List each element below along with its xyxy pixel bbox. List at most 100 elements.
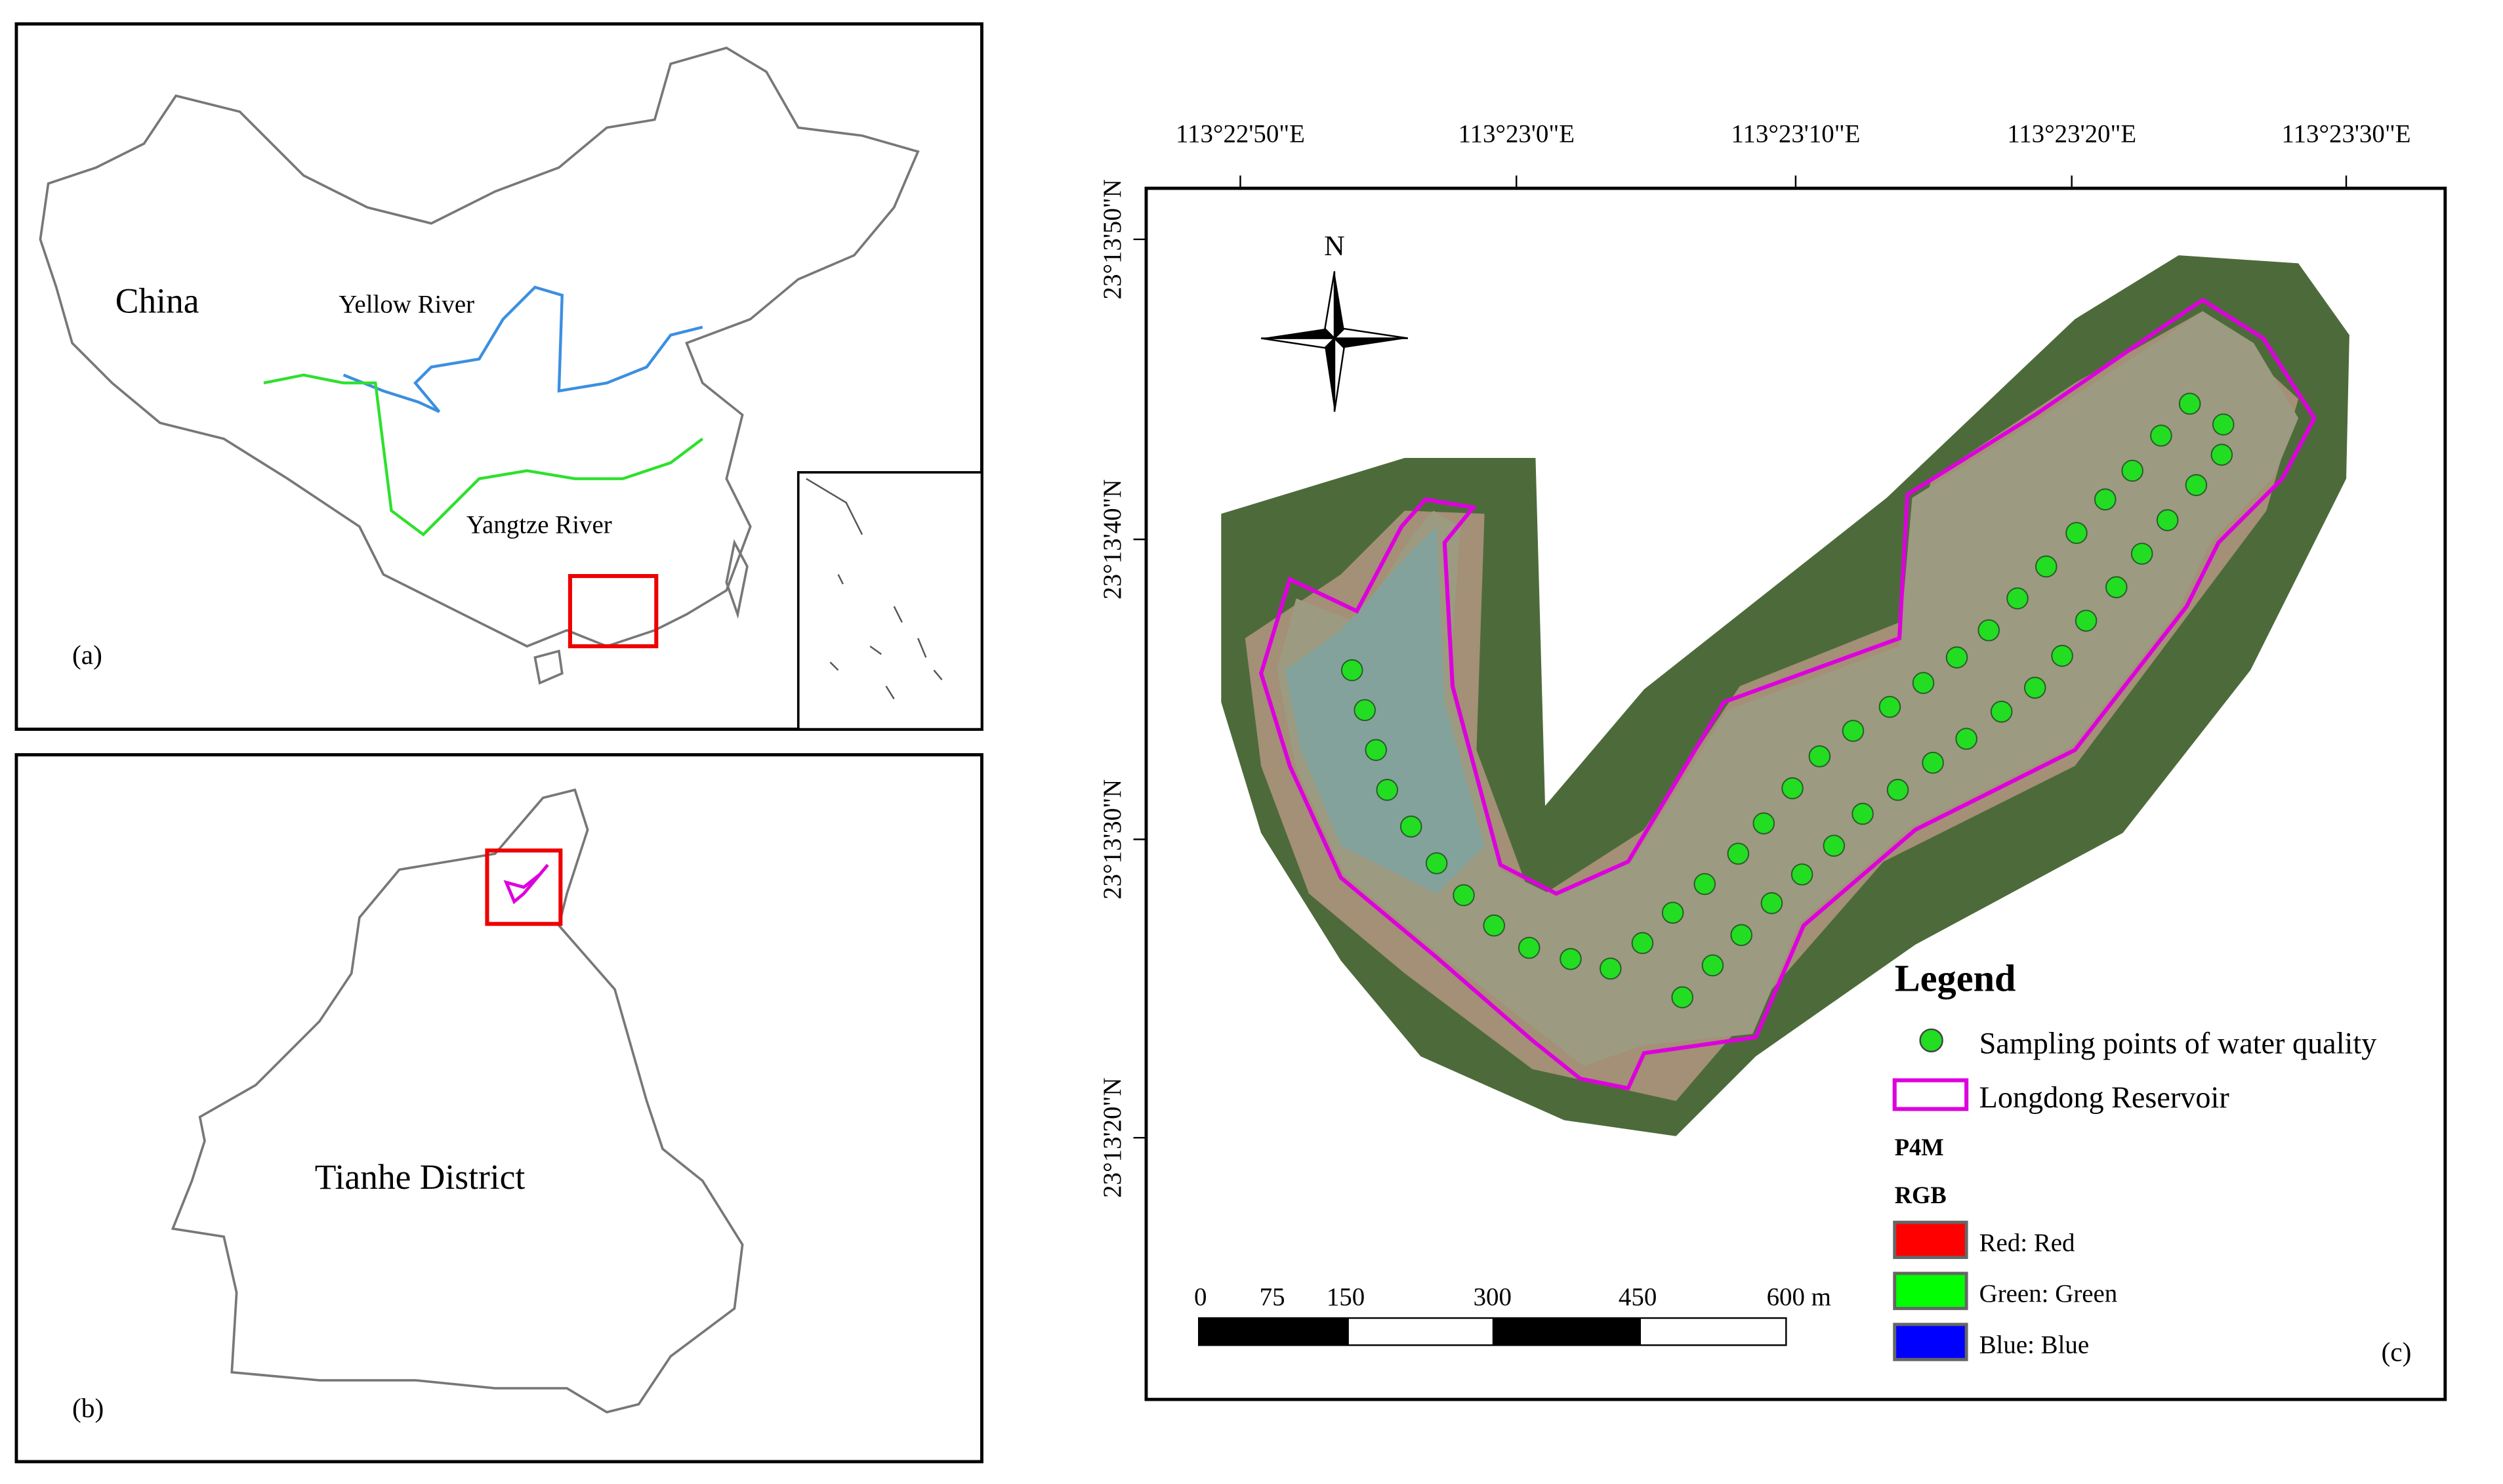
panel-b-frame xyxy=(14,753,983,1464)
inset-islands xyxy=(806,478,943,699)
sampling-point xyxy=(2210,443,2233,466)
china-label: China xyxy=(115,281,199,321)
water-surface xyxy=(1277,311,2299,1066)
panel-c-label: (c) xyxy=(2382,1337,2412,1368)
sampling-point xyxy=(2121,459,2143,482)
sampling-point xyxy=(1955,728,1977,750)
panel-a-label: (a) xyxy=(72,640,102,670)
y-tick-label: 23°13'20"N xyxy=(1098,1078,1127,1198)
shape xyxy=(1261,329,1334,339)
scale-bar-segment xyxy=(1199,1318,1349,1346)
sampling-point xyxy=(1990,701,2013,723)
sampling-point xyxy=(1808,745,1831,768)
sampling-point xyxy=(1823,835,1846,857)
water-left-arm xyxy=(1285,526,1485,894)
shape xyxy=(1260,337,1336,349)
scale-label: 75 xyxy=(1260,1283,1285,1311)
yellow-river xyxy=(342,285,703,413)
sampling-point xyxy=(1760,892,1783,915)
scale-label: 600 m xyxy=(1767,1283,1831,1311)
scale-label: 150 xyxy=(1327,1283,1365,1311)
band-swatch-red xyxy=(1893,1220,1968,1260)
shape xyxy=(1325,338,1334,412)
sampling-point xyxy=(2130,543,2153,565)
sampling-point xyxy=(2185,474,2208,497)
legend-p4m: P4M xyxy=(1895,1134,1944,1161)
sampling-point xyxy=(1354,699,1376,722)
reservoir-box xyxy=(485,848,563,926)
sampling-point xyxy=(2156,509,2179,531)
hainan xyxy=(533,649,564,685)
legend-sampling: Sampling points of water quality xyxy=(1979,1026,2377,1060)
legend-boundary-symbol xyxy=(1892,1078,1969,1111)
band-label: Blue: Blue xyxy=(1979,1331,2090,1359)
north-arrow xyxy=(1260,271,1409,412)
sampling-point xyxy=(1340,659,1363,682)
sampling-point xyxy=(1693,873,1716,896)
band-swatch-blue xyxy=(1893,1323,1968,1361)
legend-rgb: RGB xyxy=(1895,1182,1947,1208)
sampling-point xyxy=(1730,924,1752,947)
reservoir-mini xyxy=(503,863,549,905)
x-tick-label: 113°23'0"E xyxy=(1458,119,1575,148)
scale-label: 0 xyxy=(1194,1283,1207,1311)
yangtze-river xyxy=(263,373,704,537)
panel-a-frame xyxy=(14,22,983,731)
x-tick-label: 113°23'20"E xyxy=(2007,119,2136,148)
sampling-point xyxy=(1365,739,1387,761)
scale-label: 300 xyxy=(1474,1283,1512,1311)
sampling-point xyxy=(1518,936,1541,959)
shape xyxy=(1334,271,1344,339)
sampling-point xyxy=(1851,802,1874,825)
sampling-point xyxy=(1790,863,1813,886)
taiwan xyxy=(725,539,749,619)
scale-label: 450 xyxy=(1619,1283,1657,1311)
sampling-point xyxy=(2065,522,2088,545)
sampling-point xyxy=(2075,609,2098,632)
sampling-point xyxy=(1701,954,1724,977)
band-label: Red: Red xyxy=(1979,1229,2075,1257)
sampling-point xyxy=(1661,901,1684,924)
sampling-point xyxy=(1886,779,1909,801)
sampling-point xyxy=(2006,587,2029,609)
sampling-point xyxy=(1399,815,1422,838)
sampling-point xyxy=(1878,695,1901,718)
tianhe-outline xyxy=(171,788,744,1414)
legend-reservoir: Longdong Reservoir xyxy=(1979,1081,2229,1114)
sampling-point xyxy=(1781,777,1804,800)
sampling-point xyxy=(2105,576,2128,598)
sampling-point xyxy=(1599,957,1622,980)
x-tick-label: 113°23'10"E xyxy=(1731,119,1860,148)
sampling-point xyxy=(1977,619,2000,642)
south-china-sea-inset xyxy=(796,471,983,731)
band-label: Green: Green xyxy=(1979,1280,2118,1308)
sampling-point xyxy=(1631,932,1654,955)
y-tick-label: 23°13'50"N xyxy=(1098,179,1127,299)
sampling-point xyxy=(1483,914,1505,937)
sampling-point xyxy=(2178,392,2201,415)
yangtze-river-label: Yangtze River xyxy=(466,510,612,539)
band-swatch-green xyxy=(1893,1271,1968,1310)
shape xyxy=(1333,327,1409,339)
x-tick-label: 113°23'30"E xyxy=(2282,119,2411,148)
sampling-points xyxy=(1340,392,2235,1008)
sampling-point xyxy=(2051,644,2073,667)
district-label: Tianhe District xyxy=(315,1157,526,1197)
graticule-ticks: 113°22'50"E 113°23'0"E 113°23'10"E 113°23'2… xyxy=(1098,119,2410,1197)
sampling-point xyxy=(2094,488,2117,511)
y-tick-label: 23°13'40"N xyxy=(1098,479,1127,599)
sampling-point xyxy=(1842,720,1865,742)
sampling-point xyxy=(1922,751,1944,774)
sampling-point xyxy=(2212,413,2235,436)
sampling-point xyxy=(1425,852,1448,875)
sampling-point xyxy=(1727,842,1750,865)
reservoir-boundary xyxy=(1258,297,2317,1091)
yellow-river-label: Yellow River xyxy=(339,291,474,319)
scale-bar-segment xyxy=(1492,1318,1641,1346)
x-tick-label: 113°22'50"E xyxy=(1176,119,1305,148)
sampling-point xyxy=(1752,812,1775,835)
panel-b-label: (b) xyxy=(72,1393,104,1424)
sampling-point xyxy=(2150,424,2172,447)
legend-point-symbol xyxy=(1919,1028,1943,1053)
